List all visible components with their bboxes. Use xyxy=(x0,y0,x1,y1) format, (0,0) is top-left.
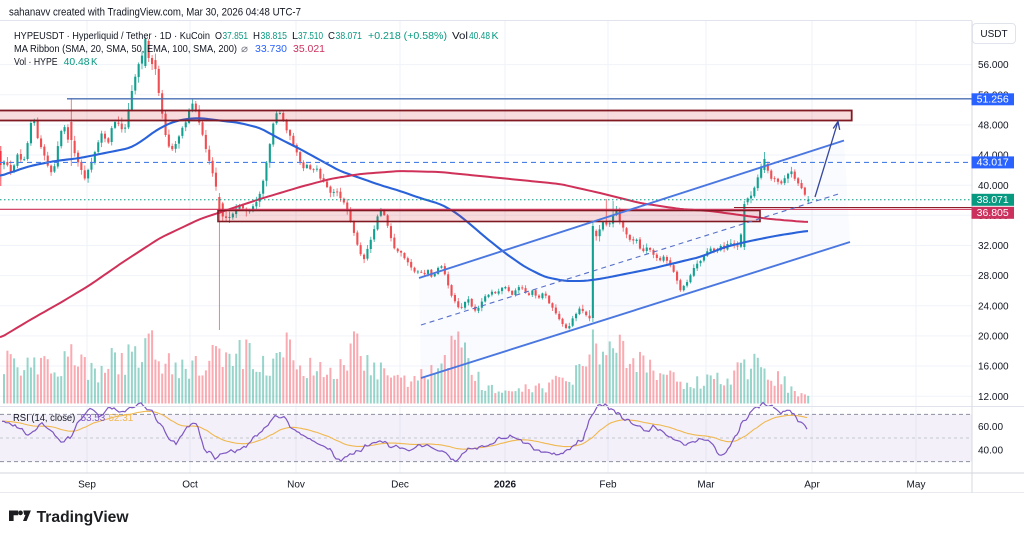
svg-text:56.000: 56.000 xyxy=(978,60,1009,71)
svg-text:24.000: 24.000 xyxy=(978,301,1009,312)
svg-text:H: H xyxy=(253,30,260,42)
svg-text:44.000: 44.000 xyxy=(978,151,1009,162)
svg-text:38.071: 38.071 xyxy=(977,194,1009,206)
svg-text:RSI (14, close): RSI (14, close) xyxy=(13,412,75,424)
svg-text:32.000: 32.000 xyxy=(978,241,1009,252)
svg-text:40.00: 40.00 xyxy=(978,445,1003,456)
svg-text:HYPEUSDT · Hyperliquid / Tethe: HYPEUSDT · Hyperliquid / Tether · 1D · K… xyxy=(14,30,210,42)
svg-text:Oct: Oct xyxy=(182,480,198,491)
svg-text:K: K xyxy=(91,56,98,68)
svg-text:12.000: 12.000 xyxy=(978,392,1009,403)
svg-text:Sep: Sep xyxy=(78,480,96,491)
svg-text:36.805: 36.805 xyxy=(977,207,1009,219)
svg-text:O: O xyxy=(215,30,222,42)
svg-text:16.000: 16.000 xyxy=(978,362,1009,373)
svg-text:MA Ribbon (SMA, 20, SMA, 50, E: MA Ribbon (SMA, 20, SMA, 50, EMA, 100, S… xyxy=(14,43,237,55)
svg-text:38.071: 38.071 xyxy=(336,30,363,42)
svg-text:33.730: 33.730 xyxy=(255,43,287,55)
svg-text:⌀: ⌀ xyxy=(241,43,249,55)
svg-text:53.53: 53.53 xyxy=(81,412,106,424)
svg-text:Vol: Vol xyxy=(452,30,468,42)
svg-text:sahanavv created with TradingV: sahanavv created with TradingView.com, M… xyxy=(9,6,301,18)
svg-text:52.31: 52.31 xyxy=(109,412,134,424)
svg-text:Nov: Nov xyxy=(287,480,305,491)
svg-text:38.815: 38.815 xyxy=(261,30,288,42)
svg-text:37.851: 37.851 xyxy=(223,30,249,42)
svg-text:Feb: Feb xyxy=(599,480,617,491)
svg-text:K: K xyxy=(492,30,499,42)
svg-text:40.48: 40.48 xyxy=(469,30,490,42)
svg-text:28.000: 28.000 xyxy=(978,271,1009,282)
svg-text:TradingView: TradingView xyxy=(37,509,130,526)
svg-text:51.256: 51.256 xyxy=(977,94,1009,106)
svg-text:Mar: Mar xyxy=(697,480,715,491)
svg-text:60.00: 60.00 xyxy=(978,422,1003,433)
svg-text:Dec: Dec xyxy=(391,480,409,491)
svg-text:2026: 2026 xyxy=(494,480,517,491)
svg-text:40.48: 40.48 xyxy=(64,56,90,68)
svg-text:USDT: USDT xyxy=(980,29,1007,40)
svg-text:Vol · HYPE: Vol · HYPE xyxy=(14,56,58,68)
svg-text:35.021: 35.021 xyxy=(293,43,325,55)
svg-text:37.510: 37.510 xyxy=(298,30,323,42)
svg-text:20.000: 20.000 xyxy=(978,332,1009,343)
svg-text:L: L xyxy=(292,30,298,42)
svg-text:C: C xyxy=(328,30,335,42)
svg-text:May: May xyxy=(907,480,926,491)
svg-text:48.000: 48.000 xyxy=(978,121,1009,132)
svg-text:40.000: 40.000 xyxy=(978,181,1009,192)
svg-text:Apr: Apr xyxy=(804,480,820,491)
svg-text:43.017: 43.017 xyxy=(977,157,1009,169)
svg-text:+0.218 (+0.58%): +0.218 (+0.58%) xyxy=(368,30,447,42)
